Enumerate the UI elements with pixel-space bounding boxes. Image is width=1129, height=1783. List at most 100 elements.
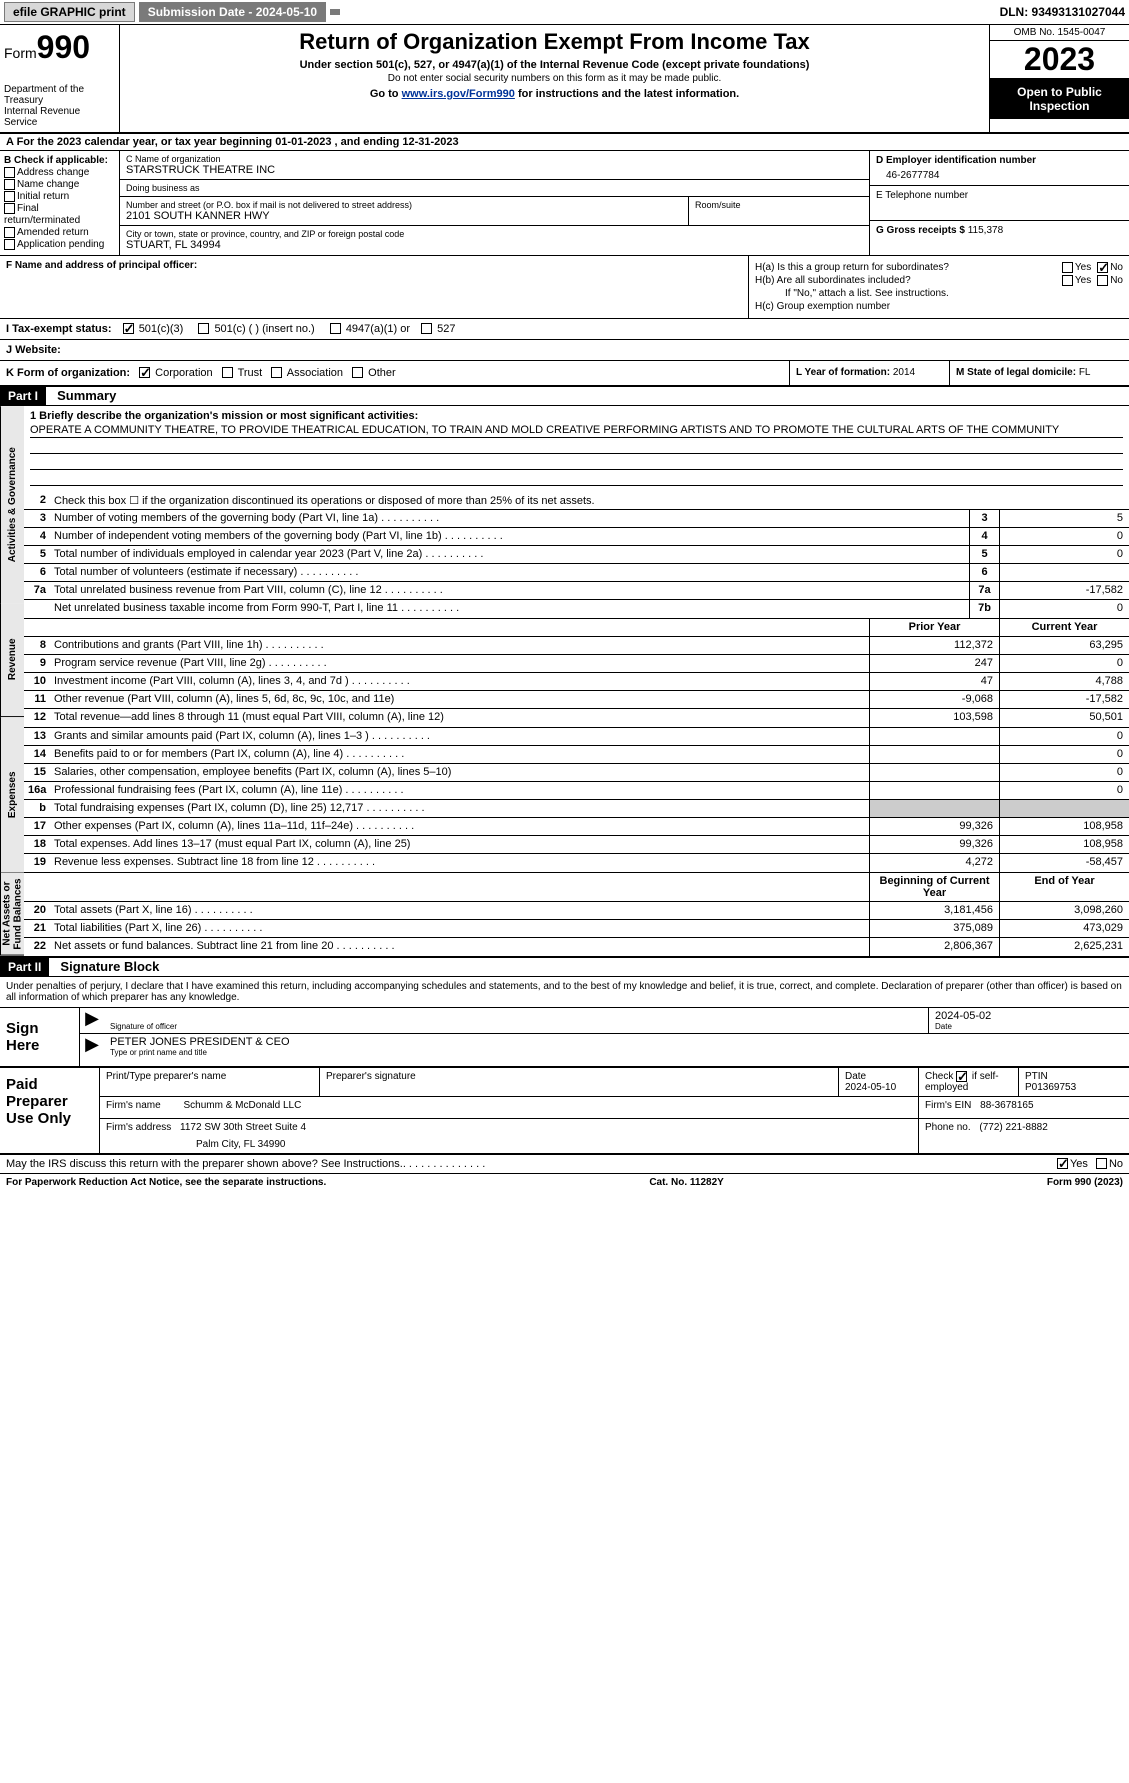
chk-4947[interactable] <box>330 323 341 334</box>
data-line: 16a Professional fundraising fees (Part … <box>24 782 1129 800</box>
section-governance: 1 Briefly describe the organization's mi… <box>24 406 1129 619</box>
chk-assoc[interactable] <box>271 367 282 378</box>
data-line: 13 Grants and similar amounts paid (Part… <box>24 728 1129 746</box>
part2-title: Signature Block <box>52 957 167 976</box>
type-name-label: Type or print name and title <box>110 1048 1123 1057</box>
hb-label: H(b) Are all subordinates included? <box>755 275 1062 286</box>
ha-no[interactable] <box>1097 262 1108 273</box>
line2-text: Check this box ☐ if the organization dis… <box>50 492 1129 509</box>
prep-sig-label: Preparer's signature <box>326 1071 832 1082</box>
gov-line: 5 Total number of individuals employed i… <box>24 546 1129 564</box>
part1-title: Summary <box>49 386 124 405</box>
prep-date: 2024-05-10 <box>845 1082 912 1093</box>
street-value: 2101 SOUTH KANNER HWY <box>126 210 682 222</box>
gov-line: 6 Total number of volunteers (estimate i… <box>24 564 1129 582</box>
mission-text: OPERATE A COMMUNITY THEATRE, TO PROVIDE … <box>30 424 1123 438</box>
dept-treasury: Department of the Treasury <box>4 84 115 106</box>
submission-button[interactable]: Submission Date - 2024-05-10 <box>139 2 326 22</box>
hb-no[interactable] <box>1097 275 1108 286</box>
l-label: L Year of formation: <box>796 367 890 378</box>
chk-trust[interactable] <box>222 367 233 378</box>
gov-line: 4 Number of independent voting members o… <box>24 528 1129 546</box>
irs-label: Internal Revenue Service <box>4 106 115 128</box>
chk-501c[interactable] <box>198 323 209 334</box>
subtitle-2: Do not enter social security numbers on … <box>128 73 981 84</box>
firm-addr-label: Firm's address <box>106 1122 171 1133</box>
m-value: FL <box>1079 367 1091 378</box>
gov-line: 3 Number of voting members of the govern… <box>24 510 1129 528</box>
hb-yes[interactable] <box>1062 275 1073 286</box>
row-a-period: A For the 2023 calendar year, or tax yea… <box>0 134 1129 151</box>
prep-name-label: Print/Type preparer's name <box>106 1071 313 1082</box>
efile-button[interactable]: efile GRAPHIC print <box>4 2 135 22</box>
data-line: 20 Total assets (Part X, line 16) 3,181,… <box>24 902 1129 920</box>
section-net: Beginning of Current Year End of Year 20… <box>24 873 1129 956</box>
column-b: B Check if applicable: Address change Na… <box>0 151 120 255</box>
discuss-no[interactable] <box>1096 1158 1107 1169</box>
subtitle-1: Under section 501(c), 527, or 4947(a)(1)… <box>128 59 981 71</box>
part2-badge: Part II <box>0 958 49 976</box>
open-inspection: Open to Public Inspection <box>990 79 1129 119</box>
discuss-row: May the IRS discuss this return with the… <box>0 1155 1129 1174</box>
irs-link[interactable]: www.irs.gov/Form990 <box>402 88 515 100</box>
form-number: 990 <box>37 29 90 65</box>
firm-name-label: Firm's name <box>106 1100 161 1111</box>
chk-corp[interactable] <box>139 367 150 378</box>
ein-value: 46-2677784 <box>876 170 1123 181</box>
chk-final[interactable]: Final return/terminated <box>4 203 115 225</box>
firm-ein: 88-3678165 <box>980 1100 1033 1111</box>
data-line: 22 Net assets or fund balances. Subtract… <box>24 938 1129 956</box>
side-net: Net Assets or Fund Balances <box>0 873 24 956</box>
firm-ein-label: Firm's EIN <box>925 1100 971 1111</box>
cat-no: Cat. No. 11282Y <box>326 1177 1047 1188</box>
side-revenue: Revenue <box>0 603 24 717</box>
data-line: 17 Other expenses (Part IX, column (A), … <box>24 818 1129 836</box>
firm-addr1: 1172 SW 30th Street Suite 4 <box>180 1122 306 1133</box>
hdr-end: End of Year <box>999 873 1129 901</box>
form-word: Form <box>4 45 37 61</box>
data-line: 14 Benefits paid to or for members (Part… <box>24 746 1129 764</box>
tax-year: 2023 <box>990 41 1129 79</box>
discuss-yes[interactable] <box>1057 1158 1068 1169</box>
chk-527[interactable] <box>421 323 432 334</box>
data-line: 15 Salaries, other compensation, employe… <box>24 764 1129 782</box>
hc-label: H(c) Group exemption number <box>755 301 1123 312</box>
data-line: 18 Total expenses. Add lines 13–17 (must… <box>24 836 1129 854</box>
arrow-icon: ▶ <box>80 1034 104 1059</box>
data-line: 12 Total revenue—add lines 8 through 11 … <box>24 709 1129 727</box>
chk-name[interactable]: Name change <box>4 179 115 190</box>
summary-body: Activities & Governance Revenue Expenses… <box>0 406 1129 958</box>
paid-label: Paid Preparer Use Only <box>0 1068 100 1153</box>
chk-initial[interactable]: Initial return <box>4 191 115 202</box>
city-label: City or town, state or province, country… <box>126 229 863 239</box>
chk-self-employed[interactable] <box>956 1071 967 1082</box>
side-expenses: Expenses <box>0 717 24 873</box>
chk-pending[interactable]: Application pending <box>4 239 115 250</box>
part2-header: Part II Signature Block <box>0 958 1129 977</box>
org-name-label: C Name of organization <box>126 154 863 164</box>
chk-amended[interactable]: Amended return <box>4 227 115 238</box>
sign-here-block: Sign Here ▶ Signature of officer 2024-05… <box>0 1008 1129 1068</box>
i-label: I Tax-exempt status: <box>6 323 112 335</box>
hdr-prior: Prior Year <box>869 619 999 636</box>
b-title: B Check if applicable: <box>4 155 115 166</box>
officer-name: PETER JONES PRESIDENT & CEO <box>110 1036 1123 1048</box>
chk-other[interactable] <box>352 367 363 378</box>
goto-line: Go to www.irs.gov/Form990 for instructio… <box>128 88 981 100</box>
chk-address[interactable]: Address change <box>4 167 115 178</box>
room-label: Room/suite <box>695 200 863 210</box>
firm-phone-label: Phone no. <box>925 1122 971 1133</box>
city-value: STUART, FL 34994 <box>126 239 863 251</box>
ein-label: D Employer identification number <box>876 155 1123 166</box>
j-label: J Website: <box>6 344 61 356</box>
column-c: C Name of organization STARSTRUCK THEATR… <box>120 151 869 255</box>
street-label: Number and street (or P.O. box if mail i… <box>126 200 682 210</box>
chk-501c3[interactable] <box>123 323 134 334</box>
hb-note: If "No," attach a list. See instructions… <box>755 288 1123 299</box>
data-line: 8 Contributions and grants (Part VIII, l… <box>24 637 1129 655</box>
ha-yes[interactable] <box>1062 262 1073 273</box>
row-k: K Form of organization: Corporation Trus… <box>0 361 1129 387</box>
hdr-begin: Beginning of Current Year <box>869 873 999 901</box>
row-fh: F Name and address of principal officer:… <box>0 256 1129 319</box>
section-bcde: B Check if applicable: Address change Na… <box>0 151 1129 256</box>
